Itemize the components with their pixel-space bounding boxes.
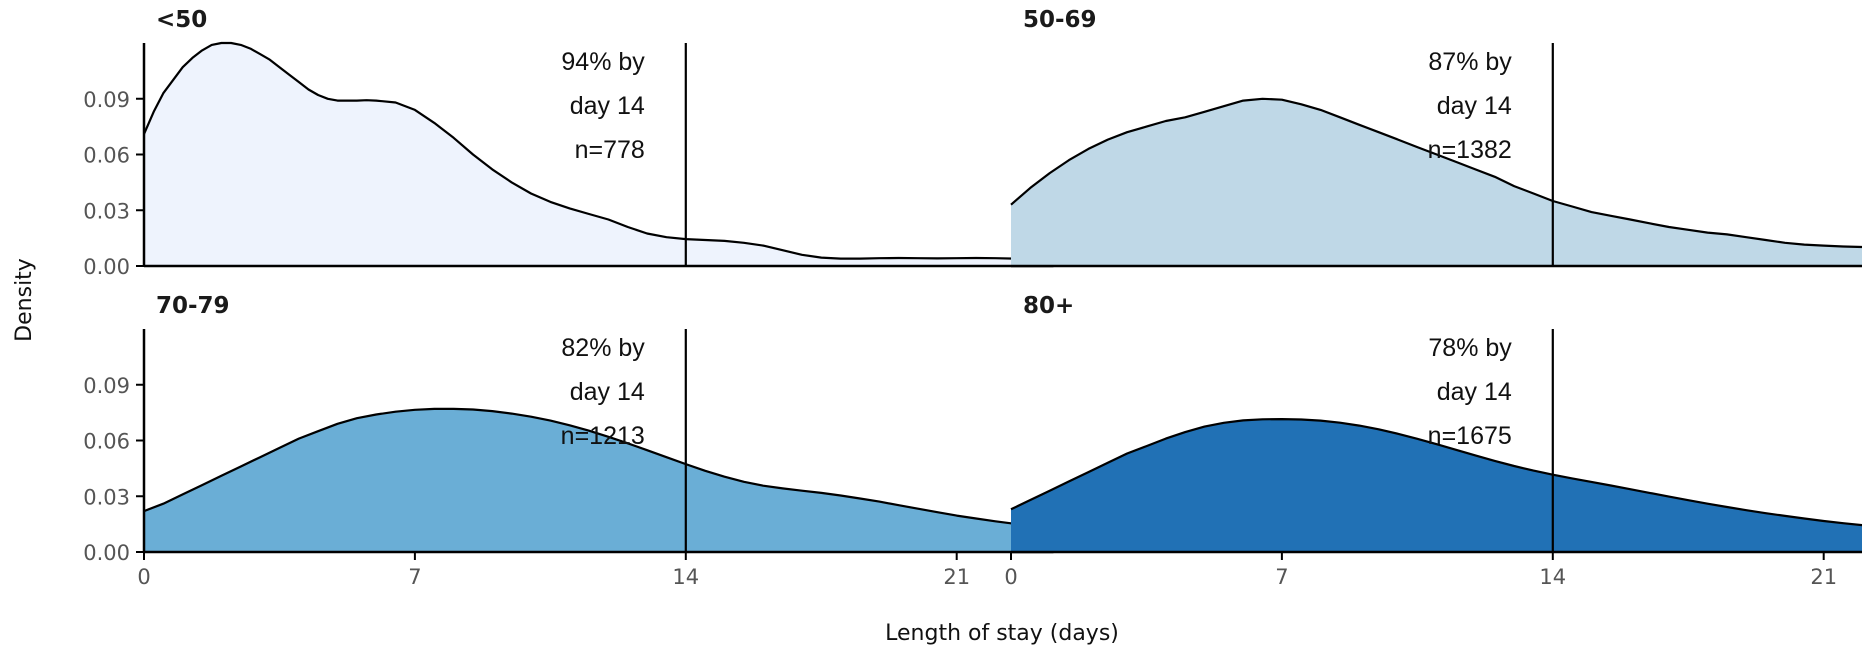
facet-panel: 0.00 0.03 0.06 0.09 0 7 14 21 70-79 82% by day 14 n… xyxy=(83,293,1054,589)
y-tick-label: 0.06 xyxy=(83,144,130,168)
density-line xyxy=(142,41,1054,260)
density-line xyxy=(1010,97,1862,249)
panel-annotation: day 14 xyxy=(1437,378,1512,406)
x-axis-title: Length of stay (days) xyxy=(885,621,1119,646)
x-tick-label: 7 xyxy=(408,565,421,589)
density-line xyxy=(1010,418,1862,527)
density-line xyxy=(143,407,1054,529)
panel-annotation: 82% by xyxy=(561,334,645,362)
panel-annotation: n=778 xyxy=(575,136,645,164)
y-tick-label: 0.06 xyxy=(83,430,130,454)
density-area xyxy=(1011,98,1862,266)
panel-title: 80+ xyxy=(1023,293,1074,319)
x-tick-label: 21 xyxy=(943,565,970,589)
x-tick-label: 14 xyxy=(1539,565,1566,589)
x-tick-label: 21 xyxy=(1810,565,1837,589)
y-tick-label: 0.03 xyxy=(83,485,130,509)
facet-panel: 0.00 0.03 0.06 0.09 <50 94% by day 14 n=778 xyxy=(83,7,1054,279)
density-area xyxy=(1011,419,1862,552)
density-area xyxy=(144,43,1054,266)
y-tick-label: 0.00 xyxy=(83,541,130,565)
panel-title: 50-69 xyxy=(1023,7,1097,33)
y-tick-label: 0.00 xyxy=(83,255,130,279)
panel-annotation: n=1213 xyxy=(561,422,645,450)
facet-panel: 50-69 87% by day 14 n=1382 xyxy=(1010,7,1862,268)
panel-annotation: n=1675 xyxy=(1428,422,1512,450)
y-tick-label: 0.09 xyxy=(83,88,130,112)
panel-annotation: 94% by xyxy=(561,48,645,76)
panel-annotation: day 14 xyxy=(570,378,645,406)
panel-title: <50 xyxy=(156,7,207,33)
y-tick-label: 0.09 xyxy=(83,374,130,398)
y-tick-label: 0.03 xyxy=(83,199,130,223)
panel-annotation: day 14 xyxy=(570,92,645,120)
panel-annotation: day 14 xyxy=(1437,92,1512,120)
y-axis-title: Density xyxy=(12,258,37,342)
facet-panel: 0 7 14 21 80+ 78% by day 14 n=1675 xyxy=(1004,293,1862,589)
panel-annotation: 87% by xyxy=(1428,48,1512,76)
panels-layer: 0.00 0.03 0.06 0.09 <50 94% by day 14 n=778 50-6… xyxy=(83,7,1862,589)
panel-annotation: n=1382 xyxy=(1428,136,1512,164)
x-tick-label: 14 xyxy=(672,565,699,589)
x-tick-label: 7 xyxy=(1275,565,1288,589)
x-tick-label: 0 xyxy=(1004,565,1017,589)
x-tick-label: 0 xyxy=(137,565,150,589)
panel-annotation: 78% by xyxy=(1428,334,1512,362)
panel-title: 70-79 xyxy=(156,293,230,319)
density-area xyxy=(144,408,1054,552)
